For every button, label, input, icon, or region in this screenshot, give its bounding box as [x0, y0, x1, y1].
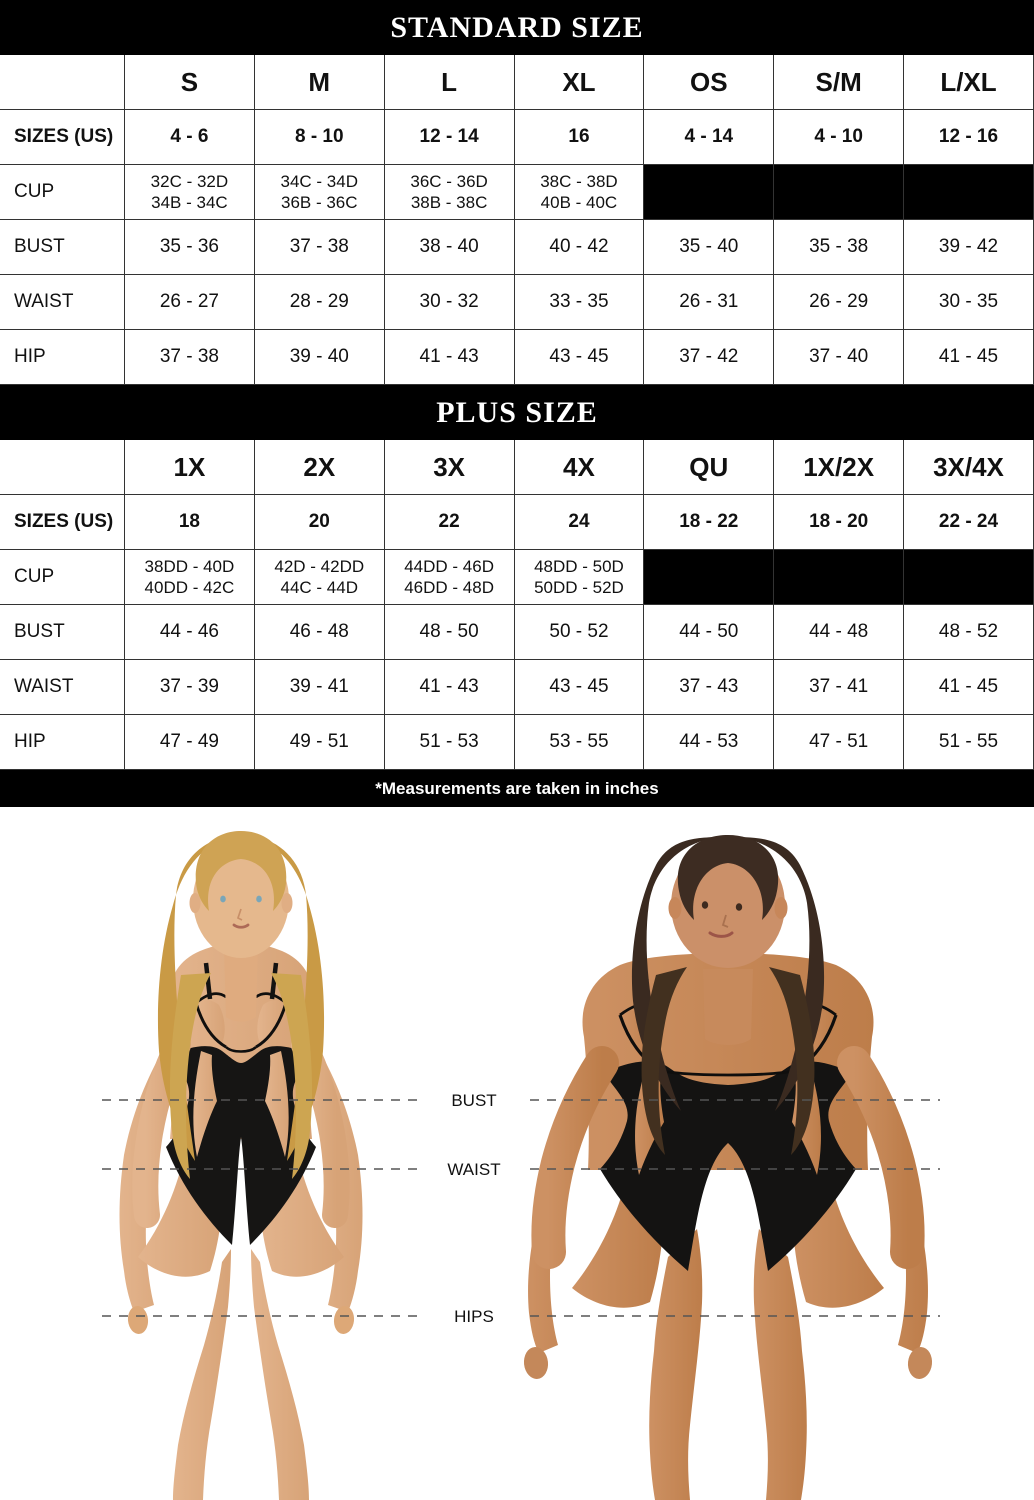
svg-text:WAIST: WAIST [447, 1160, 500, 1179]
svg-text:BUST: BUST [451, 1091, 496, 1110]
svg-text:HIPS: HIPS [454, 1307, 494, 1326]
